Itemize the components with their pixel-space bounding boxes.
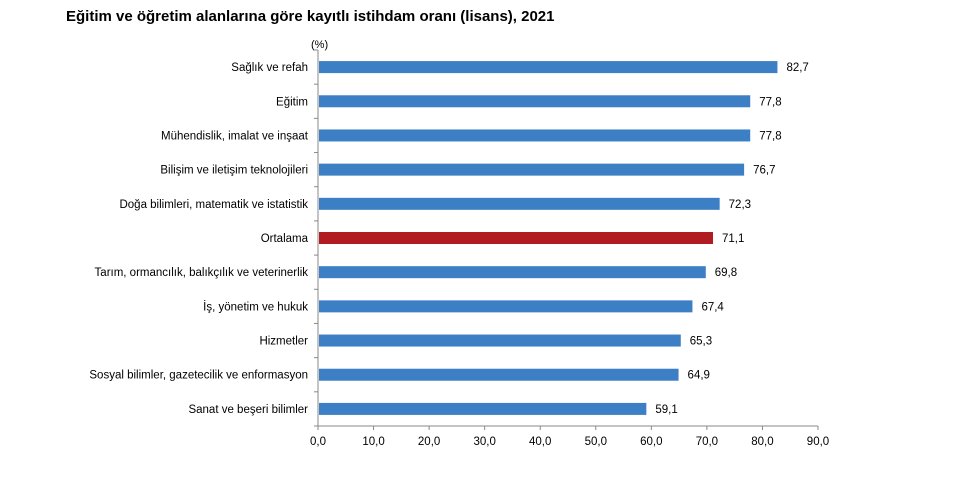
- category-label: İş, yönetim ve hukuk: [203, 300, 308, 313]
- value-label: 65,3: [690, 336, 712, 348]
- category-label: Ortalama: [261, 233, 309, 245]
- x-tick-label: 70,0: [696, 436, 718, 448]
- value-label: 76,7: [753, 165, 775, 177]
- value-label: 67,4: [701, 301, 724, 313]
- x-tick-label: 60,0: [640, 436, 662, 448]
- x-tick-label: 90,0: [807, 436, 829, 448]
- category-label: Tarım, ormancılık, balıkçılık ve veterin…: [95, 267, 309, 279]
- x-tick-label: 40,0: [529, 436, 551, 448]
- chart-title: Eğitim ve öğretim alanlarına göre kayıtl…: [66, 8, 555, 25]
- category-label: Doğa bilimleri, matematik ve istatistik: [119, 199, 308, 211]
- bar: [319, 129, 751, 142]
- category-label: Sosyal bilimler, gazetecilik ve enformas…: [89, 370, 308, 382]
- value-label: 82,7: [786, 62, 808, 74]
- bar: [319, 266, 706, 279]
- category-label: Hizmetler: [259, 336, 308, 348]
- x-tick-label: 0,0: [310, 436, 326, 448]
- bar: [319, 402, 647, 415]
- x-tick-label: 50,0: [585, 436, 607, 448]
- unit-label: (%): [311, 39, 328, 51]
- x-tick-label: 80,0: [751, 436, 773, 448]
- category-label: Mühendislik, imalat ve inşaat: [161, 130, 309, 142]
- category-label: Bilişim ve iletişim teknolojileri: [160, 165, 308, 177]
- bar: [319, 95, 751, 108]
- x-tick-label: 10,0: [362, 436, 384, 448]
- bar: [319, 197, 720, 210]
- category-label: Eğitim: [276, 96, 308, 108]
- bar: [319, 232, 713, 244]
- value-label: 69,8: [715, 267, 737, 279]
- bar: [319, 163, 745, 176]
- plot-area: 0,0 10,0 20,0 30,0 40,0 50,0 60,0 70,0 80,0 90,0 S…: [89, 49, 829, 448]
- bar: [319, 61, 778, 74]
- category-label: Sanat ve beşeri bilimler: [188, 404, 308, 416]
- category-label: Sağlık ve refah: [231, 62, 308, 74]
- bar: [319, 300, 693, 313]
- value-label: 71,1: [722, 233, 744, 245]
- value-label: 59,1: [655, 404, 677, 416]
- value-label: 72,3: [729, 199, 751, 211]
- bar: [319, 334, 681, 347]
- value-label: 77,8: [759, 96, 781, 108]
- x-tick-label: 30,0: [473, 436, 495, 448]
- value-label: 64,9: [688, 370, 710, 382]
- bar: [319, 368, 679, 381]
- x-tick-label: 20,0: [418, 436, 440, 448]
- value-label: 77,8: [759, 130, 781, 142]
